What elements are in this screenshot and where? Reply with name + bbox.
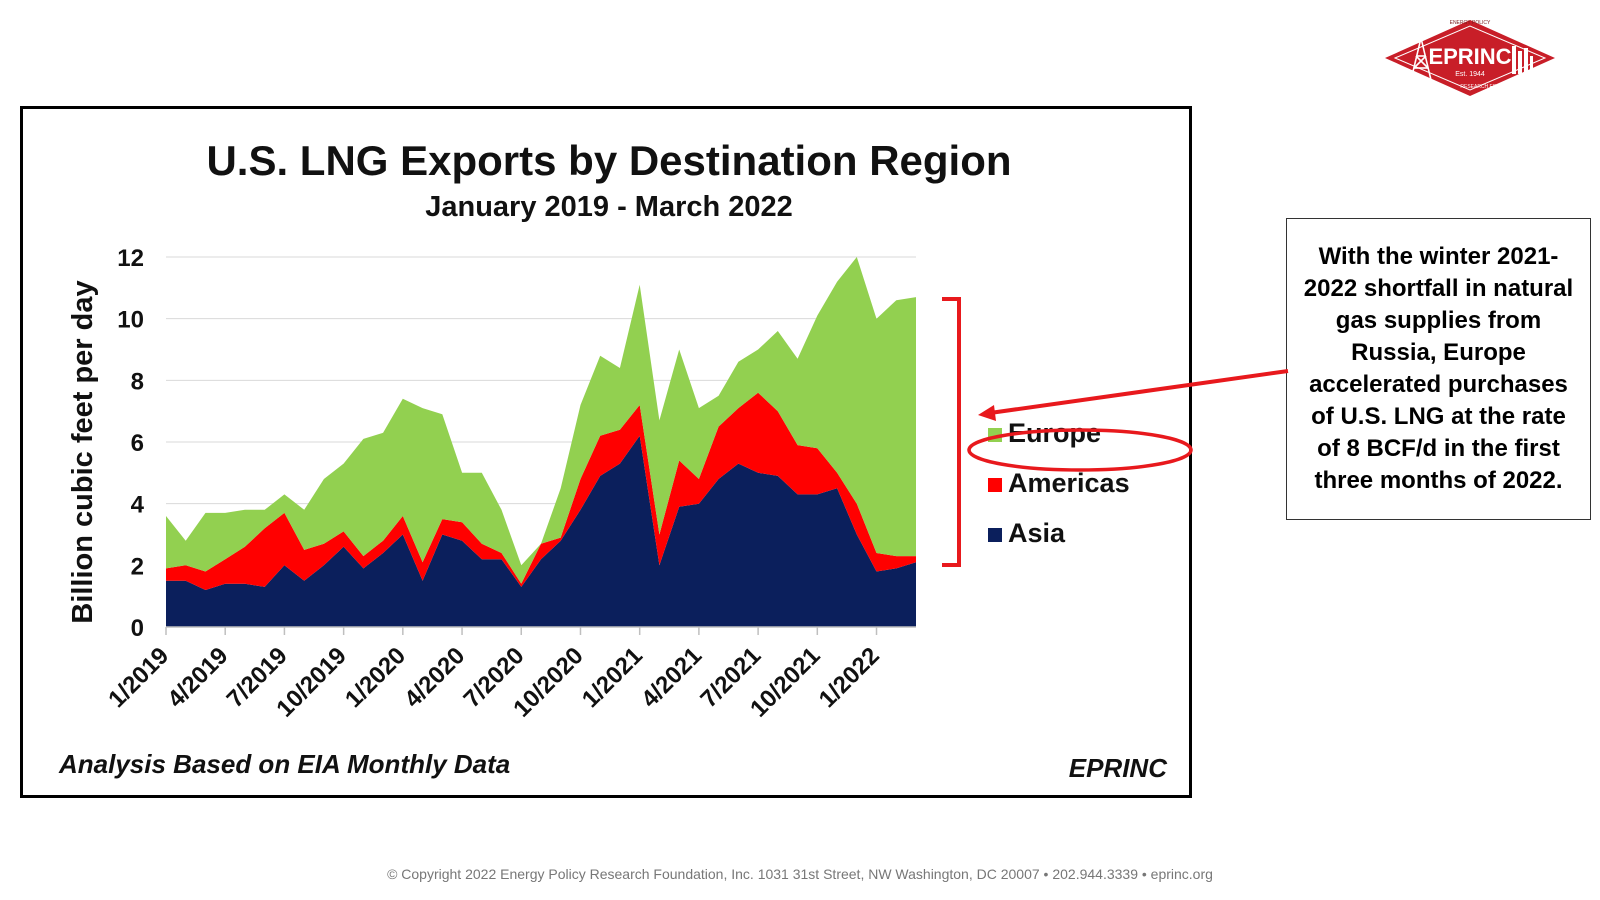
footer-copyright: © Copyright 2022 Energy Policy Research … bbox=[387, 866, 1213, 882]
logo-name: EPRINC bbox=[1428, 44, 1511, 69]
y-tick-label: 2 bbox=[131, 553, 144, 580]
y-tick-label: 10 bbox=[117, 307, 144, 334]
x-tick-label: 1/2019 bbox=[103, 642, 174, 713]
oil-derrick-icon bbox=[1410, 37, 1432, 81]
source-note: Analysis Based on EIA Monthly Data bbox=[59, 749, 511, 779]
legend-label-asia: Asia bbox=[1008, 518, 1066, 548]
area-series-americas bbox=[166, 392, 916, 590]
chart-title: U.S. LNG Exports by Destination Region bbox=[206, 137, 1012, 184]
chart-subtitle: January 2019 - March 2022 bbox=[425, 191, 793, 223]
legend-swatch-americas bbox=[988, 478, 1002, 492]
x-tick-label: 4/2020 bbox=[399, 642, 470, 713]
y-tick-label: 8 bbox=[131, 368, 144, 395]
logo-established: Est. 1944 bbox=[1455, 71, 1485, 78]
x-tick-label: 1/2022 bbox=[814, 642, 885, 713]
area-series-asia bbox=[166, 435, 916, 627]
chart-frame: U.S. LNG Exports by Destination Region J… bbox=[20, 106, 1192, 798]
callout-box: With the winter 2021-2022 shortfall in n… bbox=[1286, 218, 1591, 520]
callout-text: With the winter 2021-2022 shortfall in n… bbox=[1303, 243, 1574, 494]
eprinc-logo: EPRINC Est. 1944 ENERGY POLICY RESEARCH … bbox=[1385, 20, 1555, 96]
logo-ring-bottom: RESEARCH FOUNDATION INC. bbox=[1460, 84, 1533, 90]
y-tick-label: 4 bbox=[131, 492, 145, 519]
logo-diamond bbox=[1385, 20, 1555, 96]
x-tick-label: 4/2021 bbox=[636, 642, 707, 713]
area-series-europe bbox=[166, 257, 916, 584]
y-tick-label: 6 bbox=[131, 430, 144, 457]
legend-label-europe: Europe bbox=[1008, 418, 1101, 448]
logo-ring-top: ENERGY POLICY bbox=[1450, 20, 1491, 26]
x-tick-label: 1/2020 bbox=[340, 642, 411, 713]
buildings-icon bbox=[1512, 46, 1533, 74]
brand-note: EPRINC bbox=[1068, 753, 1167, 783]
legend-label-americas: Americas bbox=[1008, 468, 1130, 498]
legend-swatch-asia bbox=[988, 528, 1002, 542]
y-tick-label: 0 bbox=[131, 615, 144, 642]
x-tick-label: 1/2021 bbox=[577, 642, 648, 713]
x-tick-label: 4/2019 bbox=[162, 642, 233, 713]
legend-swatch-europe bbox=[988, 428, 1002, 442]
area-chart: 0246810121/20194/20197/201910/20191/2020… bbox=[67, 245, 1130, 723]
y-axis-title: Billion cubic feet per day bbox=[67, 280, 99, 623]
y-tick-label: 12 bbox=[117, 245, 144, 272]
